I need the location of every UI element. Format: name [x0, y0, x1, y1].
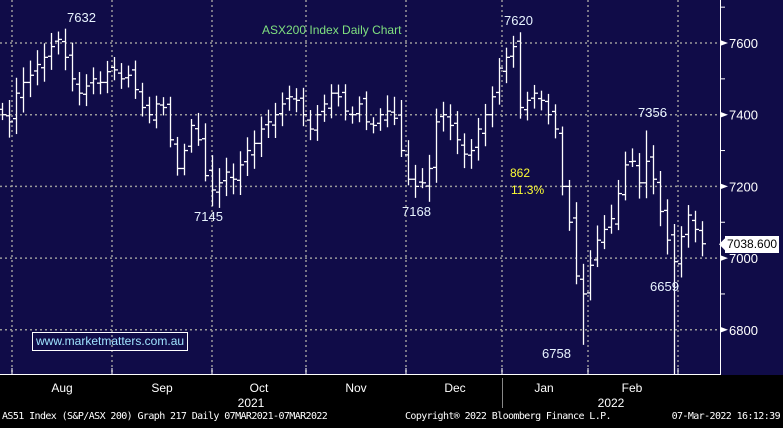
footer-copyright: Copyright® 2022 Bloomberg Finance L.P.	[405, 411, 612, 422]
month-label-feb: Feb	[621, 381, 643, 395]
drop-percent-label: 11.3%	[511, 183, 545, 197]
price-chart: 6800 7000 7200 7400 7600 7632 7145 7168 7620 6758…	[0, 0, 783, 375]
axis-background	[720, 0, 783, 375]
extreme-annotation: 7168	[402, 204, 431, 219]
y-tick-arrow	[720, 40, 728, 46]
month-label-sep: Sep	[151, 381, 173, 395]
year-label-2022: 2022	[597, 396, 625, 410]
y-tick-arrow	[720, 255, 728, 262]
extreme-annotation: 7145	[194, 209, 223, 224]
footer-timestamp: 07-Mar-2022 16:12:39	[671, 411, 781, 422]
y-tick-label: 7600	[729, 36, 758, 51]
month-label-oct: Oct	[249, 381, 269, 395]
y-tick-label: 6800	[729, 323, 758, 338]
y-tick-arrow	[720, 183, 728, 190]
last-price-value: 7038.600	[727, 237, 778, 251]
last-price-pointer	[719, 237, 726, 252]
extreme-annotation: 6659	[650, 279, 679, 294]
y-tick-label: 7000	[729, 251, 758, 266]
chart-title: ASX200 Index Daily Chart	[262, 23, 402, 37]
drop-points-label: 862	[510, 166, 531, 180]
year-divider	[502, 378, 503, 408]
month-label-jan: Jan	[534, 381, 554, 395]
y-tick-arrow	[720, 111, 728, 118]
extreme-annotation: 7620	[504, 13, 533, 28]
month-label-nov: Nov	[345, 381, 367, 395]
last-price-tag: 7038.600	[725, 236, 780, 253]
extreme-annotation: 7356	[638, 105, 667, 120]
month-label-dec: Dec	[444, 381, 466, 395]
y-tick-label: 7200	[729, 179, 758, 194]
year-label-2021: 2021	[237, 396, 265, 410]
website-link[interactable]: www.marketmatters.com.au	[32, 332, 189, 351]
plot-background	[0, 0, 720, 375]
y-tick-label: 7400	[729, 108, 758, 123]
extreme-annotation: 6758	[542, 346, 571, 361]
extreme-annotation: 7632	[67, 10, 96, 25]
y-tick-arrow	[720, 326, 728, 333]
footer-security: AS51 Index (S&P/ASX 200) Graph 217 Daily…	[2, 411, 328, 422]
month-label-aug: Aug	[51, 381, 73, 395]
